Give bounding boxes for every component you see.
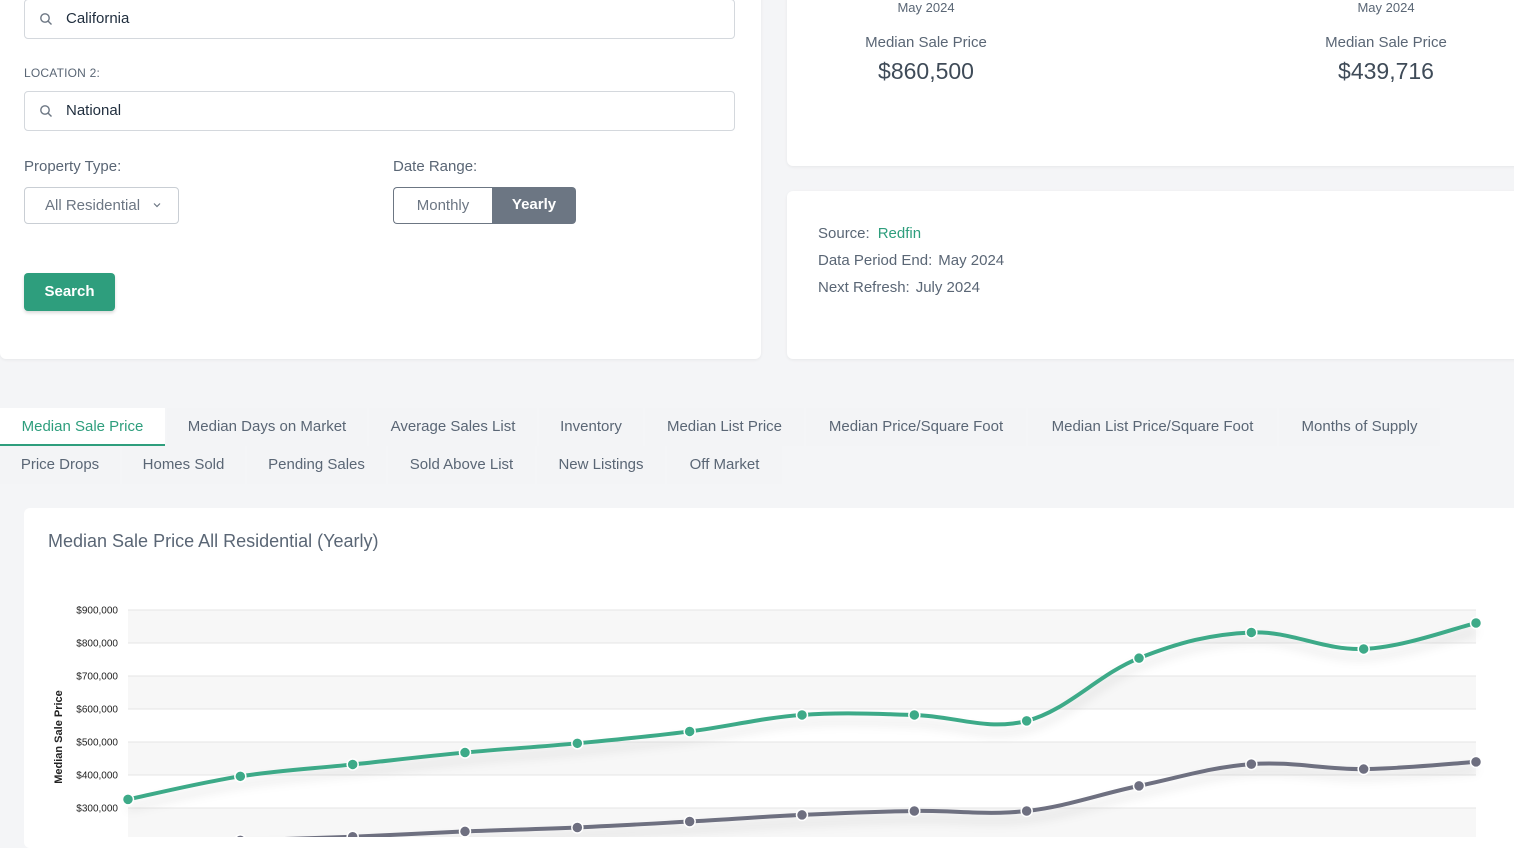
- data-point[interactable]: [234, 770, 247, 783]
- y-tick-label: $700,000: [76, 672, 118, 683]
- data-point[interactable]: [458, 825, 472, 837]
- date-range-toggle: Monthly Yearly: [393, 187, 576, 224]
- location2-label: LOCATION 2:: [24, 66, 100, 80]
- data-point[interactable]: [235, 834, 246, 837]
- data-point[interactable]: [1132, 779, 1146, 793]
- y-tick-label: $400,000: [76, 771, 118, 782]
- data-point[interactable]: [683, 725, 696, 738]
- property-type-value: All Residential: [45, 197, 141, 214]
- tab-average-sales-list[interactable]: Average Sales List: [369, 408, 537, 446]
- data-point[interactable]: [346, 758, 359, 771]
- search-button[interactable]: Search: [24, 273, 115, 311]
- tab-homes-sold[interactable]: Homes Sold: [122, 446, 245, 484]
- y-tick-label: $300,000: [76, 804, 118, 815]
- info-card: [787, 191, 1514, 359]
- chevron-down-icon: [153, 203, 161, 208]
- property-type-label: Property Type:: [24, 158, 122, 175]
- stat1-value: $860,500: [878, 58, 974, 84]
- tab-median-days-on-market[interactable]: Median Days on Market: [167, 408, 367, 446]
- refresh-row: Next Refresh: July 2024: [818, 279, 980, 296]
- grid-band: [128, 610, 1476, 643]
- tab-median-sale-price[interactable]: Median Sale Price: [0, 408, 165, 446]
- data-point[interactable]: [1245, 626, 1258, 639]
- y-tick-label: $500,000: [76, 738, 118, 749]
- yearly-toggle-button[interactable]: Yearly: [492, 187, 576, 224]
- data-point[interactable]: [1245, 757, 1258, 771]
- data-point[interactable]: [571, 821, 584, 834]
- data-point[interactable]: [1357, 762, 1370, 776]
- stat2-value: $439,716: [1338, 58, 1434, 84]
- chart-title: Median Sale Price All Residential (Yearl…: [48, 531, 379, 551]
- period-label: Data Period End:: [818, 252, 933, 269]
- stat2-date: May 2024: [1357, 0, 1415, 15]
- tab-new-listings[interactable]: New Listings: [537, 446, 665, 484]
- filters-card: [0, 0, 761, 359]
- data-point[interactable]: [121, 793, 135, 806]
- data-point[interactable]: [1132, 651, 1146, 665]
- tab-median-list-price[interactable]: Median List Price: [645, 408, 804, 446]
- source-link[interactable]: Redfin: [877, 225, 922, 242]
- source-label: Source:: [818, 225, 870, 242]
- stat1-date: May 2024: [897, 0, 955, 15]
- refresh-label: Next Refresh:: [818, 279, 910, 296]
- tab-inventory[interactable]: Inventory: [539, 408, 643, 446]
- property-type-select[interactable]: All Residential: [24, 187, 179, 224]
- location1-value: California: [66, 10, 130, 27]
- data-point[interactable]: [908, 804, 921, 818]
- tab-median-list-price-square-foot[interactable]: Median List Price/Square Foot: [1028, 408, 1277, 446]
- tab-price-drops[interactable]: Price Drops: [0, 446, 120, 484]
- search-icon: [40, 105, 52, 117]
- period-row: Data Period End: May 2024: [818, 252, 1004, 269]
- period-value: May 2024: [938, 252, 1005, 269]
- data-point[interactable]: [683, 815, 696, 828]
- date-range-label: Date Range:: [393, 158, 478, 175]
- tab-sold-above-list[interactable]: Sold Above List: [388, 446, 535, 484]
- y-axis-label: Median Sale Price: [53, 690, 65, 784]
- stats-card: [787, 0, 1514, 166]
- source-row: Source: Redfin: [818, 225, 921, 242]
- data-point[interactable]: [1469, 616, 1483, 630]
- y-tick-label: $800,000: [76, 639, 118, 650]
- data-point[interactable]: [795, 808, 809, 822]
- stat2-label: Median Sale Price: [1325, 34, 1447, 51]
- tab-median-price-square-foot[interactable]: Median Price/Square Foot: [806, 408, 1026, 446]
- grid-band: [128, 742, 1476, 775]
- tab-months-of-supply[interactable]: Months of Supply: [1279, 408, 1440, 446]
- data-point[interactable]: [1357, 642, 1370, 656]
- data-point[interactable]: [1020, 714, 1033, 728]
- y-tick-label: $600,000: [76, 705, 118, 716]
- location2-search-input[interactable]: National: [24, 91, 735, 131]
- data-point[interactable]: [1469, 755, 1483, 769]
- location1-search-input[interactable]: California: [24, 0, 735, 39]
- data-point[interactable]: [346, 830, 359, 837]
- y-tick-label: $900,000: [76, 606, 118, 617]
- tab-pending-sales[interactable]: Pending Sales: [247, 446, 386, 484]
- data-point[interactable]: [571, 737, 584, 750]
- data-point[interactable]: [458, 746, 472, 759]
- data-point[interactable]: [1020, 804, 1033, 818]
- tab-off-market[interactable]: Off Market: [667, 446, 782, 484]
- location2-value: National: [66, 102, 122, 119]
- monthly-toggle-button[interactable]: Monthly: [393, 187, 492, 224]
- search-icon: [40, 13, 52, 25]
- stat1-label: Median Sale Price: [865, 34, 987, 51]
- data-point[interactable]: [908, 708, 921, 722]
- refresh-value: July 2024: [915, 279, 980, 296]
- data-point[interactable]: [795, 708, 809, 722]
- grid-band: [128, 676, 1476, 709]
